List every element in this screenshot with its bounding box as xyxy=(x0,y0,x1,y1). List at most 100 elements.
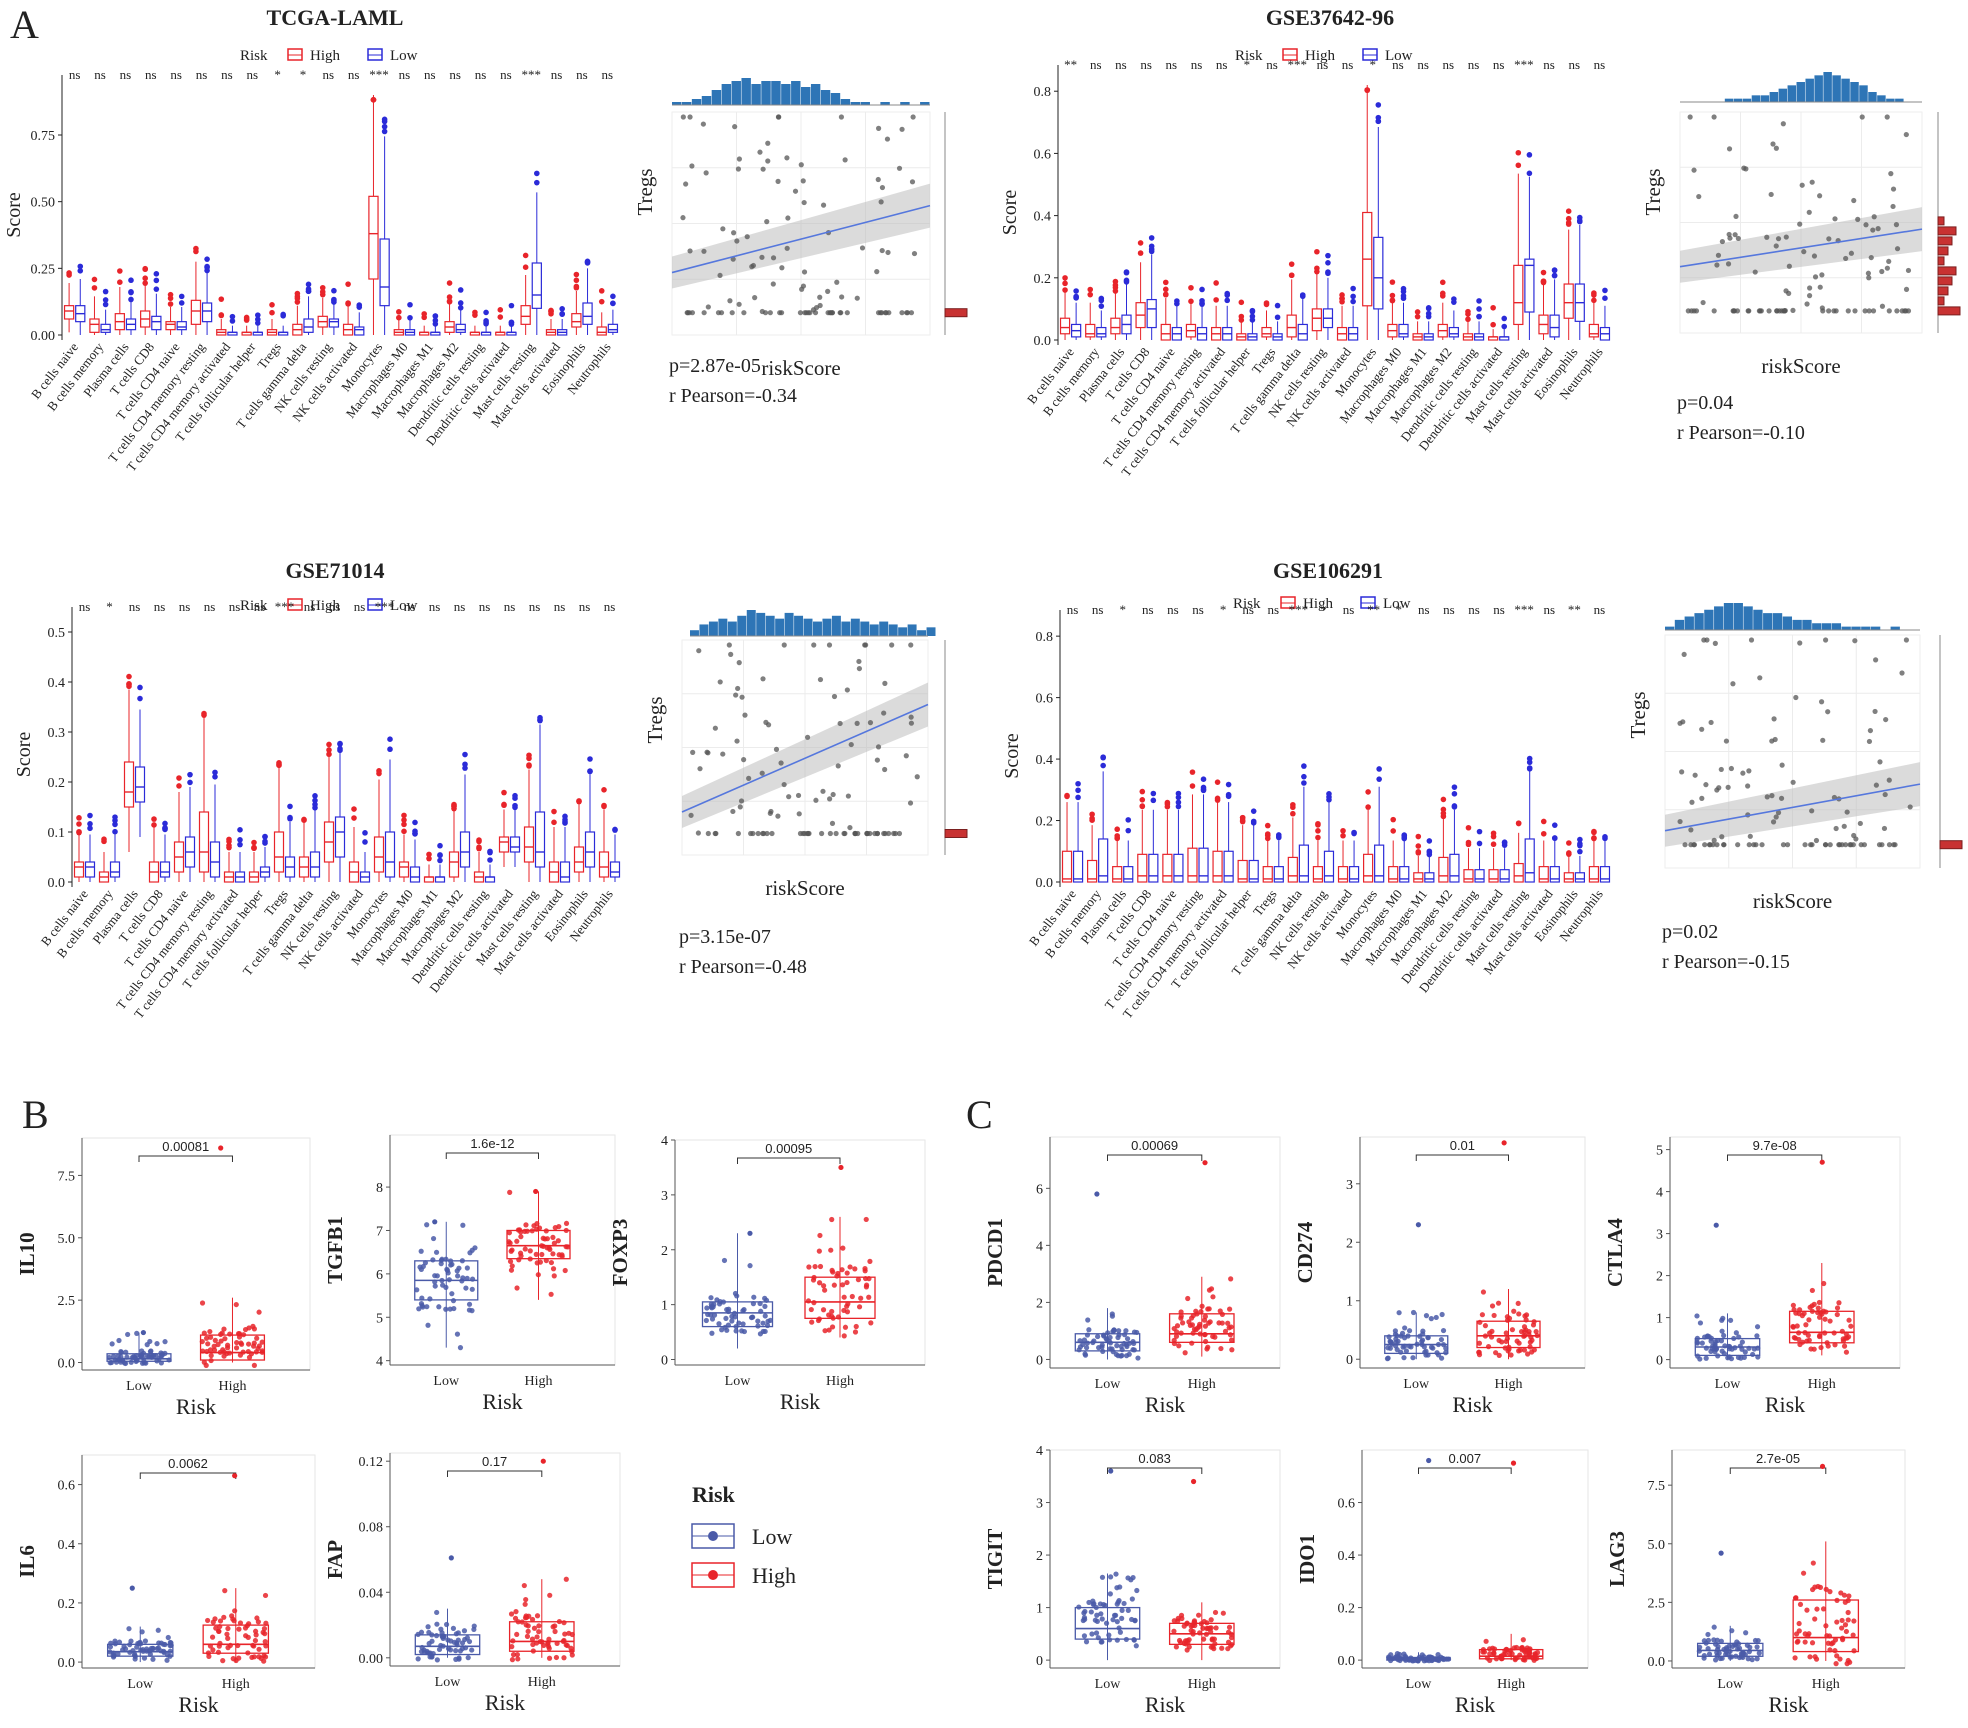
outlier-point xyxy=(601,803,607,810)
outlier-point xyxy=(251,839,257,846)
scatter-point xyxy=(1712,640,1718,646)
outlier-point xyxy=(1314,265,1320,272)
histogram-bar xyxy=(1743,606,1753,630)
box-low xyxy=(1449,853,1460,883)
data-point xyxy=(522,1615,529,1621)
outlier-point xyxy=(598,298,605,305)
data-point xyxy=(1081,1337,1088,1343)
data-point xyxy=(507,1189,513,1195)
box-high xyxy=(508,1621,575,1652)
y-axis-label: IDO1 xyxy=(1295,1534,1319,1584)
legend-high: High xyxy=(310,598,341,614)
data-point xyxy=(220,1658,226,1664)
data-point xyxy=(1218,1345,1224,1352)
data-point xyxy=(138,1647,144,1653)
data-point xyxy=(1108,1468,1114,1474)
histogram-bar xyxy=(1805,78,1814,102)
box-high xyxy=(1488,869,1499,883)
scatter-point xyxy=(1771,716,1777,722)
data-point xyxy=(812,1263,818,1270)
x-tick-label: Low xyxy=(435,1675,462,1690)
data-point xyxy=(1129,1596,1135,1602)
scatter-point xyxy=(875,744,882,750)
data-point xyxy=(208,1357,214,1364)
data-point xyxy=(509,1644,515,1650)
outlier-point xyxy=(1264,835,1271,842)
data-point xyxy=(233,1345,240,1351)
histogram-bar xyxy=(721,84,732,105)
box-low xyxy=(455,323,466,333)
data-point xyxy=(1827,1318,1833,1324)
scatter-point xyxy=(1845,308,1851,314)
outlier-point xyxy=(401,821,407,828)
outlier-point xyxy=(376,768,382,774)
data-point xyxy=(820,1307,827,1313)
histogram-bar xyxy=(1733,603,1743,630)
box-high xyxy=(523,826,535,863)
scatter-point xyxy=(1905,308,1912,314)
outlier-point xyxy=(87,821,93,827)
right-histogram-bar xyxy=(1937,256,1945,266)
data-point xyxy=(1754,1333,1760,1339)
data-point xyxy=(1202,1331,1208,1338)
significance-bracket xyxy=(1107,1154,1203,1161)
outlier-point xyxy=(1098,303,1105,309)
outlier-point xyxy=(294,290,301,297)
data-point xyxy=(418,1648,425,1655)
y-tick-label: 7.5 xyxy=(58,1169,76,1184)
scatter-point xyxy=(1820,737,1826,743)
data-point xyxy=(222,1336,228,1342)
outlier-point xyxy=(1238,299,1245,306)
box-high xyxy=(273,831,285,873)
data-point xyxy=(432,1279,438,1285)
outlier-point xyxy=(112,814,118,820)
chart-title: GSE37642-96 xyxy=(1266,5,1394,30)
outlier-point xyxy=(1591,835,1597,841)
scatter-point xyxy=(737,804,743,810)
outlier-point xyxy=(526,752,532,759)
scatter-point xyxy=(1719,834,1725,840)
data-point xyxy=(259,1348,265,1354)
scatter-point xyxy=(1745,783,1751,789)
scatter-point xyxy=(845,793,851,799)
data-point xyxy=(736,1320,742,1326)
scatter-point xyxy=(835,763,841,769)
scatter-point xyxy=(764,219,770,225)
significance-label: ns xyxy=(179,599,191,614)
data-point xyxy=(1196,1612,1202,1618)
significance-label: ns xyxy=(579,599,591,614)
scatter-point xyxy=(1866,275,1872,281)
outlier-point xyxy=(1401,834,1408,841)
outlier-point xyxy=(326,751,332,758)
scatter-point xyxy=(799,286,805,292)
scatter-point xyxy=(1725,784,1731,790)
data-point xyxy=(207,1328,213,1335)
scatter-point xyxy=(736,660,742,666)
outlier-point xyxy=(421,311,427,317)
box-low xyxy=(1273,866,1284,883)
data-point xyxy=(755,1318,761,1324)
data-point xyxy=(1796,1620,1802,1627)
box-high xyxy=(165,321,176,331)
scatter-point xyxy=(775,813,781,819)
data-point xyxy=(551,1273,557,1279)
data-point xyxy=(424,1304,430,1310)
data-point xyxy=(1202,1160,1208,1166)
box-low xyxy=(584,831,596,868)
data-point xyxy=(232,1608,238,1614)
data-point xyxy=(256,1654,262,1660)
data-point xyxy=(1486,1646,1493,1652)
data-point xyxy=(1410,1309,1417,1316)
y-tick-label: 2 xyxy=(1346,1236,1353,1251)
data-point xyxy=(1832,1648,1838,1654)
scatter-point xyxy=(779,265,785,271)
data-point xyxy=(456,1265,462,1271)
outlier-point xyxy=(102,297,109,303)
outlier-point xyxy=(1515,162,1522,169)
data-point xyxy=(821,1283,827,1289)
outlier-point xyxy=(1551,835,1558,841)
outlier-point xyxy=(301,816,307,823)
data-point xyxy=(1713,1657,1719,1663)
significance-label: ns xyxy=(221,67,233,82)
scatter-point xyxy=(1859,114,1865,120)
